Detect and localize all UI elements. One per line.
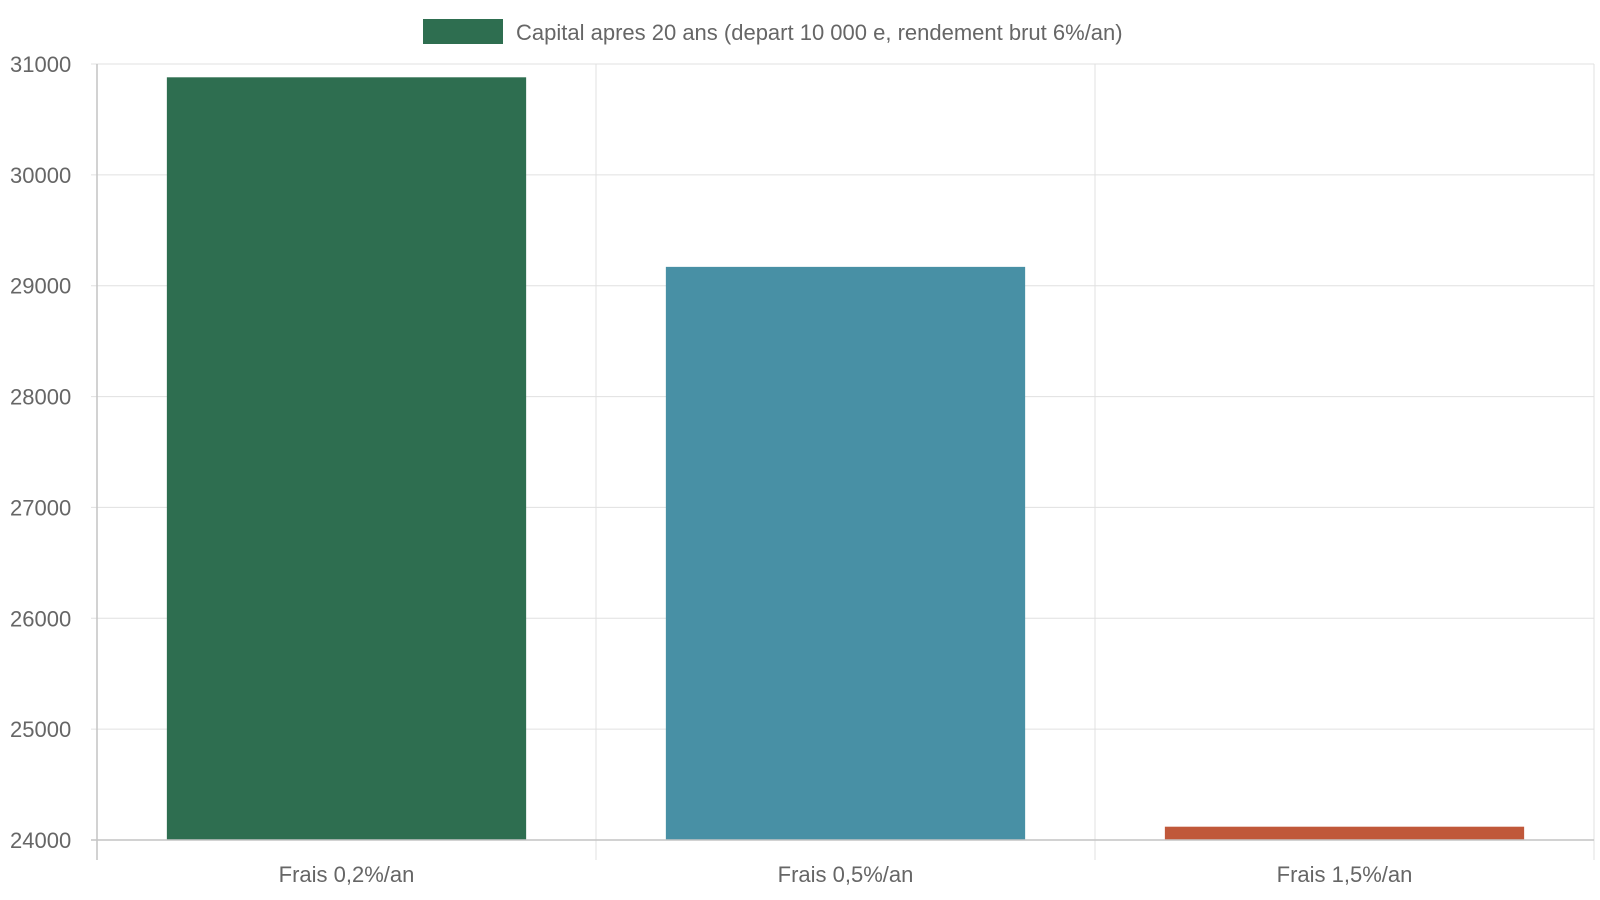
- bar-1[interactable]: [166, 77, 527, 840]
- y-tick-label: 24000: [10, 828, 71, 853]
- legend[interactable]: Capital apres 20 ans (depart 10 000 e, r…: [423, 19, 1123, 45]
- y-tick-label: 31000: [10, 52, 71, 77]
- legend-swatch: [423, 19, 503, 44]
- legend-label: Capital apres 20 ans (depart 10 000 e, r…: [516, 20, 1123, 45]
- y-tick-label: 30000: [10, 163, 71, 188]
- x-axis-tick-labels: Frais 0,2%/an Frais 0,5%/an Frais 1,5%/an: [279, 862, 1413, 887]
- y-tick-label: 27000: [10, 495, 71, 520]
- bars: [166, 77, 1525, 841]
- axes: [91, 64, 1594, 860]
- y-tick-label: 25000: [10, 717, 71, 742]
- bar-2[interactable]: [665, 266, 1026, 841]
- y-tick-label: 29000: [10, 274, 71, 299]
- y-tick-label: 26000: [10, 606, 71, 631]
- x-tick-label: Frais 0,2%/an: [279, 862, 415, 887]
- bar-3[interactable]: [1164, 826, 1525, 840]
- x-tick-label: Frais 0,5%/an: [778, 862, 914, 887]
- y-tick-label: 28000: [10, 385, 71, 410]
- x-tick-label: Frais 1,5%/an: [1277, 862, 1413, 887]
- y-axis-tick-labels: 24000 25000 26000 27000 28000 29000 30000 31000: [10, 52, 71, 853]
